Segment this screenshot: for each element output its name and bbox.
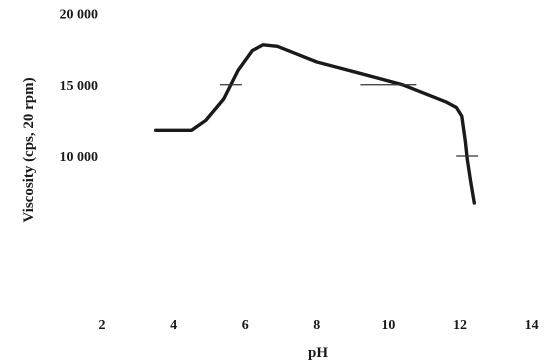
series-line xyxy=(153,43,476,205)
y-tick-label: 10 000 xyxy=(60,150,99,165)
series-group xyxy=(153,43,476,205)
x-axis-tick-labels: 2 4 6 8 10 12 14 xyxy=(99,318,539,333)
x-tick-label: 8 xyxy=(313,318,320,333)
x-tick-label: 2 xyxy=(99,318,106,333)
y-tick-label: 15 000 xyxy=(60,79,99,94)
x-tick-label: 14 xyxy=(525,318,539,333)
y-axis-tick-labels: 10 000 15 000 20 000 xyxy=(60,8,99,166)
x-tick-label: 4 xyxy=(170,318,177,333)
y-axis-label: Viscosity (cps, 20 rpm) xyxy=(21,77,37,222)
y-tick-label: 20 000 xyxy=(60,8,99,23)
x-axis-label: pH xyxy=(308,345,328,361)
marker-group xyxy=(219,84,479,157)
x-tick-label: 6 xyxy=(242,318,249,333)
x-tick-label: 12 xyxy=(453,318,467,333)
x-tick-label: 10 xyxy=(381,318,395,333)
